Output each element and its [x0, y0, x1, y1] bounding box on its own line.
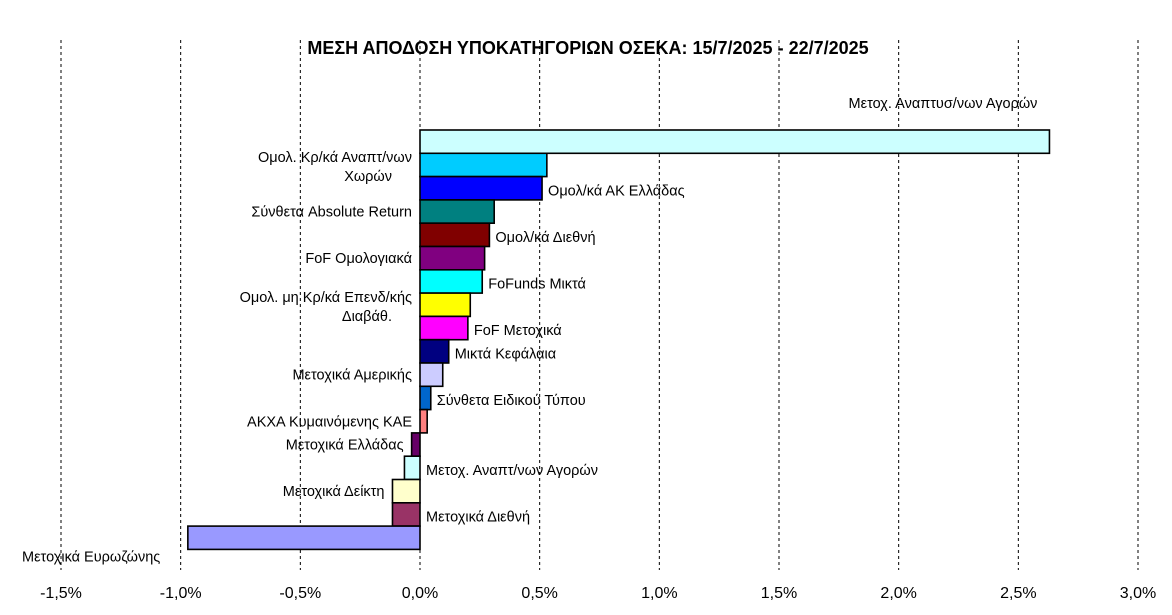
bar-label: Ομολ/κά ΑΚ Ελλάδας: [548, 183, 685, 199]
bar-label: Ομολ. μη Κρ/κά Επενδ/κής Διαβάθ.: [240, 290, 412, 325]
bar-label: Μετοχικά Ελλάδας: [286, 438, 404, 454]
bar: [419, 292, 472, 318]
bar-label: Σύνθετα Ειδικού Τύπου: [437, 393, 586, 409]
x-tick-label: 2,0%: [880, 585, 916, 602]
bar-label-line: Χωρών: [344, 169, 392, 185]
bar: [391, 501, 421, 527]
bar-label: Ομολ. Κρ/κά Αναπτ/νων Χωρών: [258, 150, 412, 185]
x-tick-label: 3,0%: [1120, 585, 1156, 602]
bar: [419, 385, 432, 411]
bar-label: Μετοχικά Διεθνή: [426, 509, 530, 525]
x-tick-label: 1,0%: [641, 585, 677, 602]
bar: [419, 338, 450, 364]
bar: [419, 362, 444, 388]
bar-label: Μετοχ. Αναπτ/νων Αγορών: [426, 463, 598, 479]
bars: [187, 129, 1051, 551]
bar: [419, 129, 1051, 155]
bar-label-line: Διαβάθ.: [342, 309, 392, 325]
bar: [419, 152, 548, 178]
bar-label-line: Ομολ. Κρ/κά Αναπτ/νων: [258, 150, 412, 166]
bar: [419, 315, 469, 341]
bar-label: FoF Ομολογιακά: [305, 251, 412, 267]
x-tick-label: -1,0%: [160, 585, 202, 602]
bar: [419, 222, 491, 248]
bar: [419, 408, 428, 434]
bar-label: Μετοχικά Ευρωζώνης: [22, 549, 160, 565]
gridlines: [60, 40, 1139, 570]
bar: [403, 455, 421, 481]
bar: [419, 175, 543, 201]
bar: [419, 199, 495, 224]
bar-label: Σύνθετα Absolute Return: [251, 205, 412, 221]
bar-label: Μετοχ. Αναπτυσ/νων Αγορών: [849, 96, 1038, 112]
bar: [410, 432, 421, 457]
x-tick-label: 1,5%: [761, 585, 797, 602]
x-tick-label: -0,5%: [279, 585, 321, 602]
bar-label: FoFunds Μικτά: [488, 276, 586, 292]
bar-label-line: Ομολ. μη Κρ/κά Επενδ/κής: [240, 290, 412, 306]
bar-label: Ομολ/κά Διεθνή: [495, 230, 595, 246]
x-tick-label: 0,0%: [402, 585, 438, 602]
chart-title: ΜΕΣΗ ΑΠΟΔΟΣΗ ΥΠΟΚΑΤΗΓΟΡΙΩΝ ΟΣΕΚΑ: 15/7/2…: [307, 38, 868, 58]
x-tick-label: 0,5%: [521, 585, 557, 602]
x-tick-label: 2,5%: [1000, 585, 1036, 602]
bar-label: Μετοχικά Αμερικής: [292, 368, 412, 384]
bar: [391, 478, 421, 504]
x-tick-label: -1,5%: [40, 585, 82, 602]
bar-label: Μικτά Κεφάλαια: [455, 346, 556, 362]
x-axis-ticks: -1,5% -1,0% -0,5% 0,0% 0,5% 1,0% 1,5% 2,0% 2,5% 3…: [40, 585, 1156, 602]
bar: [419, 245, 486, 271]
bar-label: FoF Μετοχικά: [474, 323, 562, 339]
bar-labels: Μετοχ. Αναπτυσ/νων Αγορών Ομολ. Κρ/κά Ανα…: [22, 96, 1037, 565]
bar: [419, 268, 484, 294]
bar-label: ΑΚΧΑ Κυμαινόμενης ΚΑΕ: [247, 414, 412, 430]
bar-label: Μετοχικά Δείκτη: [283, 484, 385, 500]
bar: [187, 525, 421, 551]
